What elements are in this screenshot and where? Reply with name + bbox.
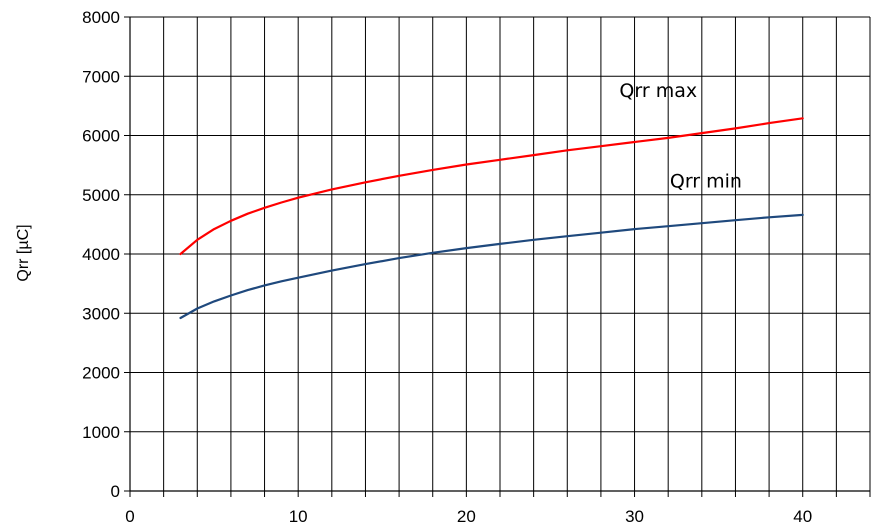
y-tick-label: 2000 [82, 364, 120, 383]
x-tick-label: 30 [625, 507, 644, 526]
y-tick-label: 3000 [82, 304, 120, 323]
y-tick-label: 8000 [82, 8, 120, 27]
y-tick-label: 6000 [82, 127, 120, 146]
y-tick-label: 7000 [82, 67, 120, 86]
y-tick-labels: 0 1000 2000 3000 4000 5000 6000 7000 8000 [82, 8, 120, 501]
x-tick-label: 20 [457, 507, 476, 526]
x-tick-label: 40 [793, 507, 812, 526]
horizontal-gridlines [130, 16, 870, 433]
x-tick-label: 0 [125, 507, 134, 526]
annotation-qrr-max: Qrr max [619, 80, 697, 102]
series-line-qrr-max [179, 117, 804, 256]
y-axis-label: Qrr [µC] [15, 224, 32, 281]
x-tick-labels: 0 10 20 30 40 [125, 507, 812, 526]
y-tick-label: 1000 [82, 423, 120, 442]
x-tick-label: 10 [289, 507, 308, 526]
series-lines [179, 117, 804, 320]
plot-axes [124, 16, 871, 497]
y-tick-label: 4000 [82, 245, 120, 264]
y-tick-label: 0 [111, 482, 120, 501]
annotation-qrr-min: Qrr min [670, 171, 742, 193]
series-annotations: Qrr max Qrr min [619, 80, 742, 193]
y-tick-label: 5000 [82, 186, 120, 205]
series-line-qrr-min [179, 213, 804, 320]
